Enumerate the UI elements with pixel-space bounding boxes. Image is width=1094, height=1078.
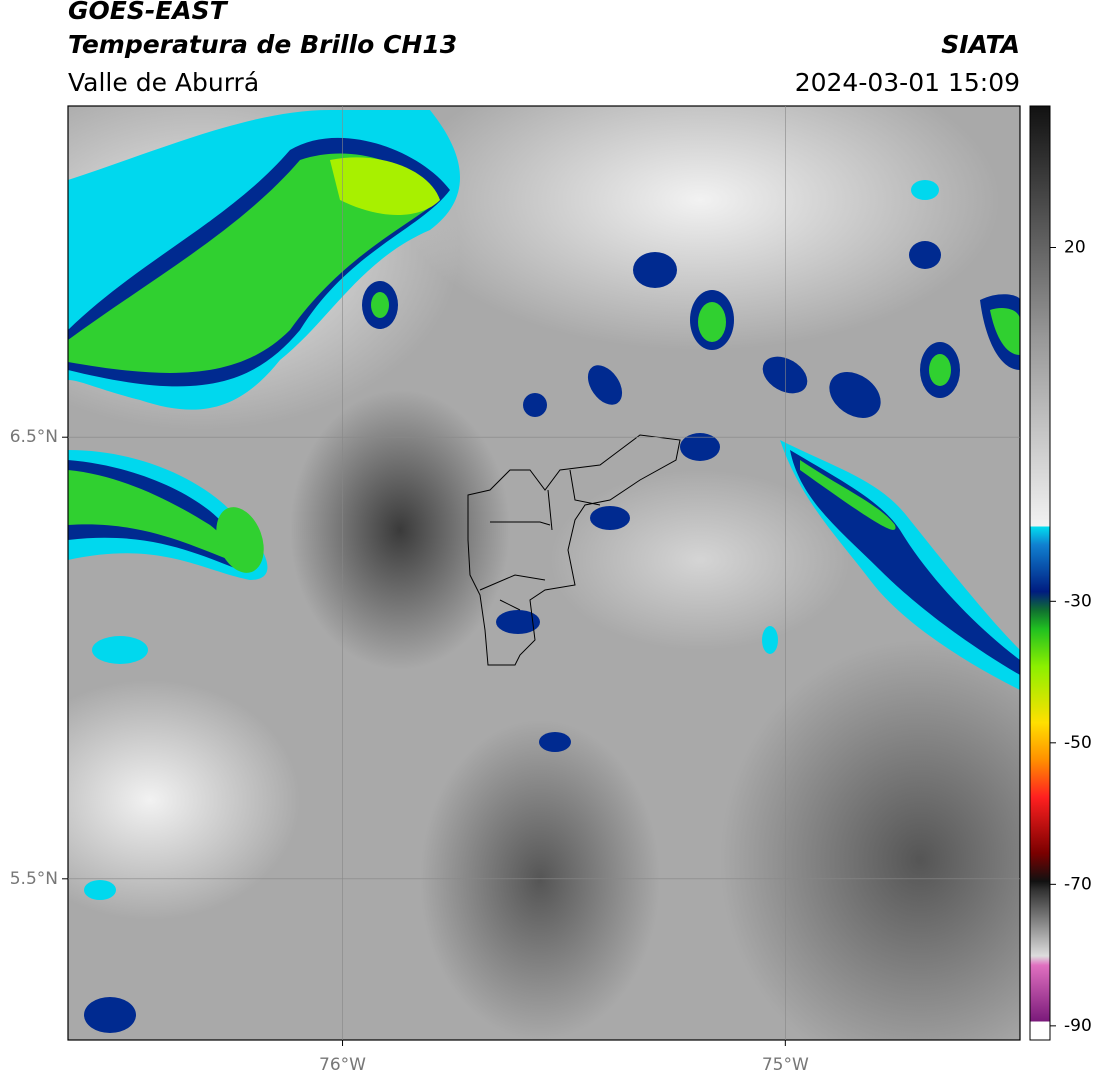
colorbar-tick-label: -90 — [1064, 1016, 1092, 1036]
colorbar — [1029, 105, 1051, 1041]
y-tick-label: 5.5°N — [10, 869, 58, 889]
region: Valle de Aburrá — [68, 68, 260, 97]
x-tick-label: 76°W — [319, 1055, 366, 1075]
source: SIATA — [941, 30, 1020, 59]
datetime: 2024-03-01 15:09 — [794, 68, 1020, 97]
subtitle: Temperatura de Brillo CH13 — [68, 30, 458, 59]
map-frame — [67, 105, 1021, 1041]
colorbar-tick-label: -70 — [1064, 874, 1092, 894]
colorbar-tick-label: -50 — [1064, 733, 1092, 753]
satellite-image — [68, 106, 1020, 1040]
title: GOES-EAST — [68, 0, 227, 25]
colorbar-tick-label: 20 — [1064, 238, 1086, 258]
x-tick-label: 75°W — [762, 1055, 809, 1075]
municipality-borders — [467, 434, 681, 666]
y-tick-label: 6.5°N — [10, 427, 58, 447]
colorbar-tick-label: -30 — [1064, 591, 1092, 611]
